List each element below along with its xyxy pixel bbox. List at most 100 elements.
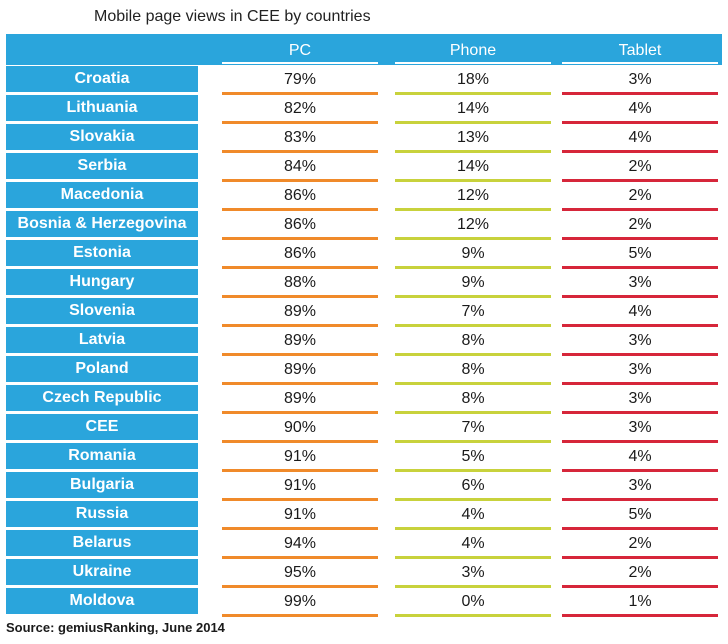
row-label-country: Bosnia & Herzegovina: [6, 211, 198, 237]
row-label-country: Romania: [6, 443, 198, 469]
row-label-country: Moldova: [6, 588, 198, 614]
row-label-country: Bulgaria: [6, 472, 198, 498]
cell-underline-phone: [395, 121, 551, 124]
row-label-country: Slovakia: [6, 124, 198, 150]
cell-tablet: 3%: [628, 419, 652, 436]
cell-phone: 8%: [461, 361, 485, 378]
cell-underline-tablet: [562, 614, 718, 617]
cell-underline-phone: [395, 237, 551, 240]
cell-underline-phone: [395, 614, 551, 617]
cell-underline-tablet: [562, 556, 718, 559]
cell-pc: 89%: [283, 332, 317, 349]
cell-underline-phone: [395, 556, 551, 559]
cell-underline-phone: [395, 324, 551, 327]
cell-phone: 8%: [461, 332, 485, 349]
column-header-phone: Phone: [449, 42, 497, 59]
cell-phone: 4%: [461, 506, 485, 523]
row-label-country: CEE: [6, 414, 198, 440]
cell-phone: 3%: [461, 564, 485, 581]
cell-underline-phone: [395, 266, 551, 269]
row-label-country: Estonia: [6, 240, 198, 266]
cell-pc: 82%: [283, 100, 317, 117]
cell-phone: 7%: [461, 303, 485, 320]
column-header-underline: [222, 62, 378, 64]
cell-underline-pc: [222, 411, 378, 414]
cell-underline-phone: [395, 411, 551, 414]
cell-pc: 86%: [283, 216, 317, 233]
cell-underline-pc: [222, 179, 378, 182]
cell-underline-tablet: [562, 92, 718, 95]
cell-tablet: 3%: [628, 390, 652, 407]
cell-pc: 88%: [283, 274, 317, 291]
cell-underline-tablet: [562, 585, 718, 588]
row-label-country: Slovenia: [6, 298, 198, 324]
cell-underline-phone: [395, 527, 551, 530]
cell-phone: 6%: [461, 477, 485, 494]
row-label-country: Belarus: [6, 530, 198, 556]
cell-underline-pc: [222, 150, 378, 153]
cell-underline-tablet: [562, 179, 718, 182]
source-note: Source: gemiusRanking, June 2014: [6, 620, 225, 635]
data-table: PC Phone Tablet Croatia 79% 18% 3% Lithuania 82%…: [6, 34, 722, 620]
cell-underline-tablet: [562, 237, 718, 240]
cell-phone: 5%: [461, 448, 485, 465]
cell-underline-pc: [222, 469, 378, 472]
cell-tablet: 5%: [628, 506, 652, 523]
cell-pc: 79%: [283, 71, 317, 88]
cell-tablet: 4%: [628, 100, 652, 117]
cell-underline-pc: [222, 92, 378, 95]
cell-pc: 99%: [283, 593, 317, 610]
cell-pc: 91%: [283, 448, 317, 465]
cell-underline-phone: [395, 382, 551, 385]
cell-underline-pc: [222, 324, 378, 327]
cell-underline-tablet: [562, 266, 718, 269]
cell-tablet: 4%: [628, 448, 652, 465]
cell-underline-pc: [222, 295, 378, 298]
cell-tablet: 3%: [628, 477, 652, 494]
cell-pc: 86%: [283, 245, 317, 262]
cell-pc: 83%: [283, 129, 317, 146]
cell-pc: 91%: [283, 506, 317, 523]
cell-phone: 13%: [456, 129, 490, 146]
cell-underline-phone: [395, 150, 551, 153]
row-label-country: Ukraine: [6, 559, 198, 585]
cell-phone: 7%: [461, 419, 485, 436]
cell-pc: 90%: [283, 419, 317, 436]
cell-underline-phone: [395, 179, 551, 182]
cell-phone: 12%: [456, 216, 490, 233]
cell-underline-tablet: [562, 411, 718, 414]
cell-underline-phone: [395, 295, 551, 298]
cell-underline-tablet: [562, 121, 718, 124]
cell-underline-pc: [222, 382, 378, 385]
cell-tablet: 3%: [628, 361, 652, 378]
cell-phone: 4%: [461, 535, 485, 552]
cell-phone: 14%: [456, 100, 490, 117]
cell-underline-phone: [395, 469, 551, 472]
cell-tablet: 2%: [628, 187, 652, 204]
cell-pc: 95%: [283, 564, 317, 581]
cell-underline-phone: [395, 92, 551, 95]
header-band: [6, 34, 722, 65]
cell-underline-pc: [222, 121, 378, 124]
cell-pc: 89%: [283, 361, 317, 378]
cell-underline-pc: [222, 556, 378, 559]
row-label-country: Russia: [6, 501, 198, 527]
cell-underline-phone: [395, 353, 551, 356]
cell-tablet: 4%: [628, 129, 652, 146]
cell-underline-tablet: [562, 208, 718, 211]
cell-underline-pc: [222, 527, 378, 530]
cell-pc: 84%: [283, 158, 317, 175]
cell-underline-pc: [222, 585, 378, 588]
cell-underline-phone: [395, 208, 551, 211]
cell-underline-phone: [395, 440, 551, 443]
cell-phone: 0%: [461, 593, 485, 610]
cell-underline-tablet: [562, 382, 718, 385]
column-header-underline: [562, 62, 718, 64]
cell-phone: 9%: [461, 274, 485, 291]
cell-tablet: 3%: [628, 332, 652, 349]
cell-pc: 86%: [283, 187, 317, 204]
cell-underline-pc: [222, 440, 378, 443]
row-label-country: Macedonia: [6, 182, 198, 208]
cell-pc: 89%: [283, 390, 317, 407]
cell-underline-tablet: [562, 498, 718, 501]
